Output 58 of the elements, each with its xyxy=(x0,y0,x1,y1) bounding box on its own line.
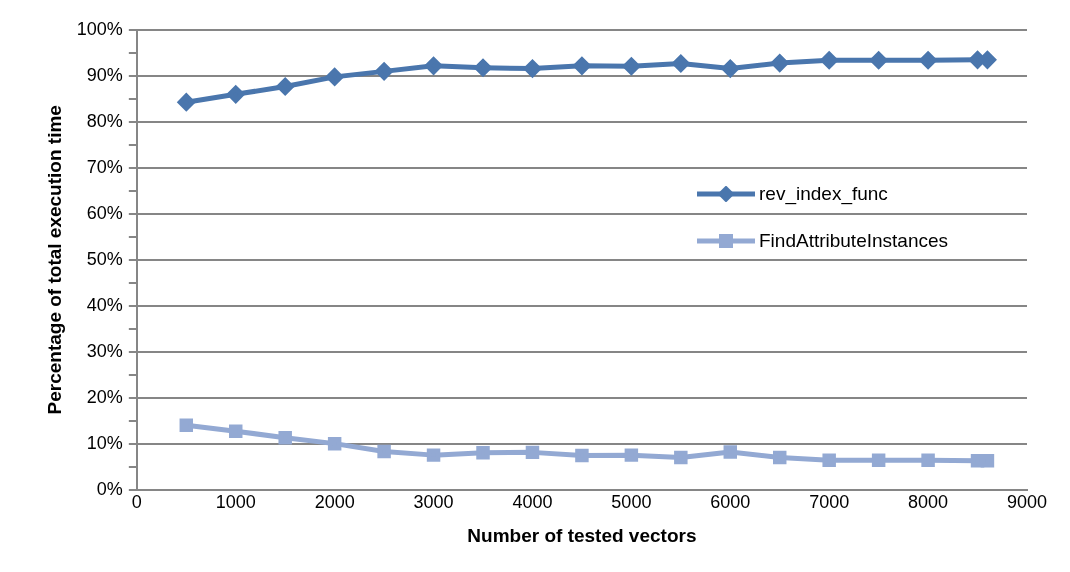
point xyxy=(672,55,690,73)
point xyxy=(980,453,995,468)
y-tick-label: 30% xyxy=(86,340,123,361)
x-tick-label: 5000 xyxy=(611,492,652,513)
x-tick-label: 2000 xyxy=(314,492,355,513)
y-tick-label: 60% xyxy=(86,202,123,223)
point xyxy=(276,78,294,96)
point xyxy=(622,57,640,75)
y-tick-label: 40% xyxy=(86,294,123,315)
point xyxy=(426,448,441,462)
x-tick-label: 0 xyxy=(131,492,142,513)
point xyxy=(674,450,688,465)
y-tick-label: 70% xyxy=(86,156,123,177)
x-tick-label: 6000 xyxy=(710,492,751,513)
point xyxy=(327,436,342,451)
legend-label: FindAttributeInstances xyxy=(759,229,949,252)
point xyxy=(525,445,540,460)
point xyxy=(723,445,738,459)
legend-label: rev_index_func xyxy=(759,182,888,205)
x-axis-title: Number of tested vectors xyxy=(467,524,697,546)
point xyxy=(771,54,789,72)
point xyxy=(229,424,243,438)
point xyxy=(476,446,490,460)
point xyxy=(474,59,492,77)
x-tick-label: 4000 xyxy=(512,492,553,513)
point xyxy=(820,51,838,69)
y-tick-label: 80% xyxy=(86,110,123,131)
point xyxy=(326,68,344,86)
x-tick-label: 8000 xyxy=(908,492,949,513)
point xyxy=(919,51,937,69)
point xyxy=(177,93,195,111)
point xyxy=(921,453,935,467)
point xyxy=(721,60,739,78)
x-tick-label: 3000 xyxy=(413,492,454,513)
point xyxy=(624,448,639,462)
point xyxy=(227,85,245,103)
point xyxy=(822,453,836,467)
x-tick-label: 9000 xyxy=(1006,492,1048,513)
x-tick-label: 1000 xyxy=(215,492,256,513)
y-axis-title: Percentage of total execution time xyxy=(43,105,65,415)
point xyxy=(573,57,591,75)
y-tick-label: 100% xyxy=(76,18,123,39)
point xyxy=(179,418,194,432)
point xyxy=(523,60,541,78)
point xyxy=(575,448,589,463)
y-tick-label: 90% xyxy=(86,64,123,85)
y-tick-label: 10% xyxy=(86,432,123,453)
y-tick-label: 20% xyxy=(86,386,123,407)
point xyxy=(425,57,443,75)
point xyxy=(772,450,787,465)
x-tick-label: 7000 xyxy=(809,492,850,513)
point xyxy=(278,430,292,445)
y-tick-label: 0% xyxy=(96,478,123,499)
point xyxy=(871,453,886,467)
point xyxy=(375,62,393,80)
y-tick-label: 50% xyxy=(86,248,123,269)
point xyxy=(870,51,888,69)
point xyxy=(377,444,391,459)
